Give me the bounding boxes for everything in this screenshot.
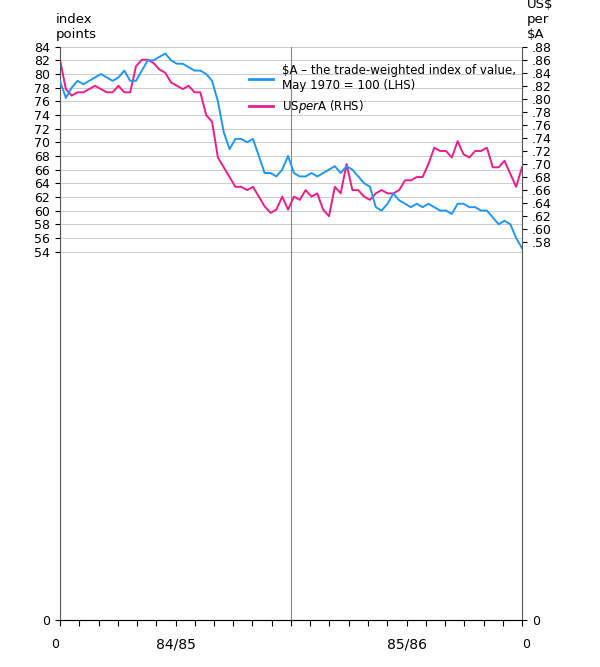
Text: 84/85: 84/85 xyxy=(155,638,196,652)
Text: 0: 0 xyxy=(52,638,59,650)
Text: US$
per
$A: US$ per $A xyxy=(527,0,553,41)
Text: 85/86: 85/86 xyxy=(386,638,427,652)
Legend: $A – the trade-weighted index of value,
May 1970 = 100 (LHS), US$ per $A (RHS): $A – the trade-weighted index of value, … xyxy=(249,64,516,115)
Text: index
points: index points xyxy=(55,13,97,41)
Text: 0: 0 xyxy=(523,638,530,650)
